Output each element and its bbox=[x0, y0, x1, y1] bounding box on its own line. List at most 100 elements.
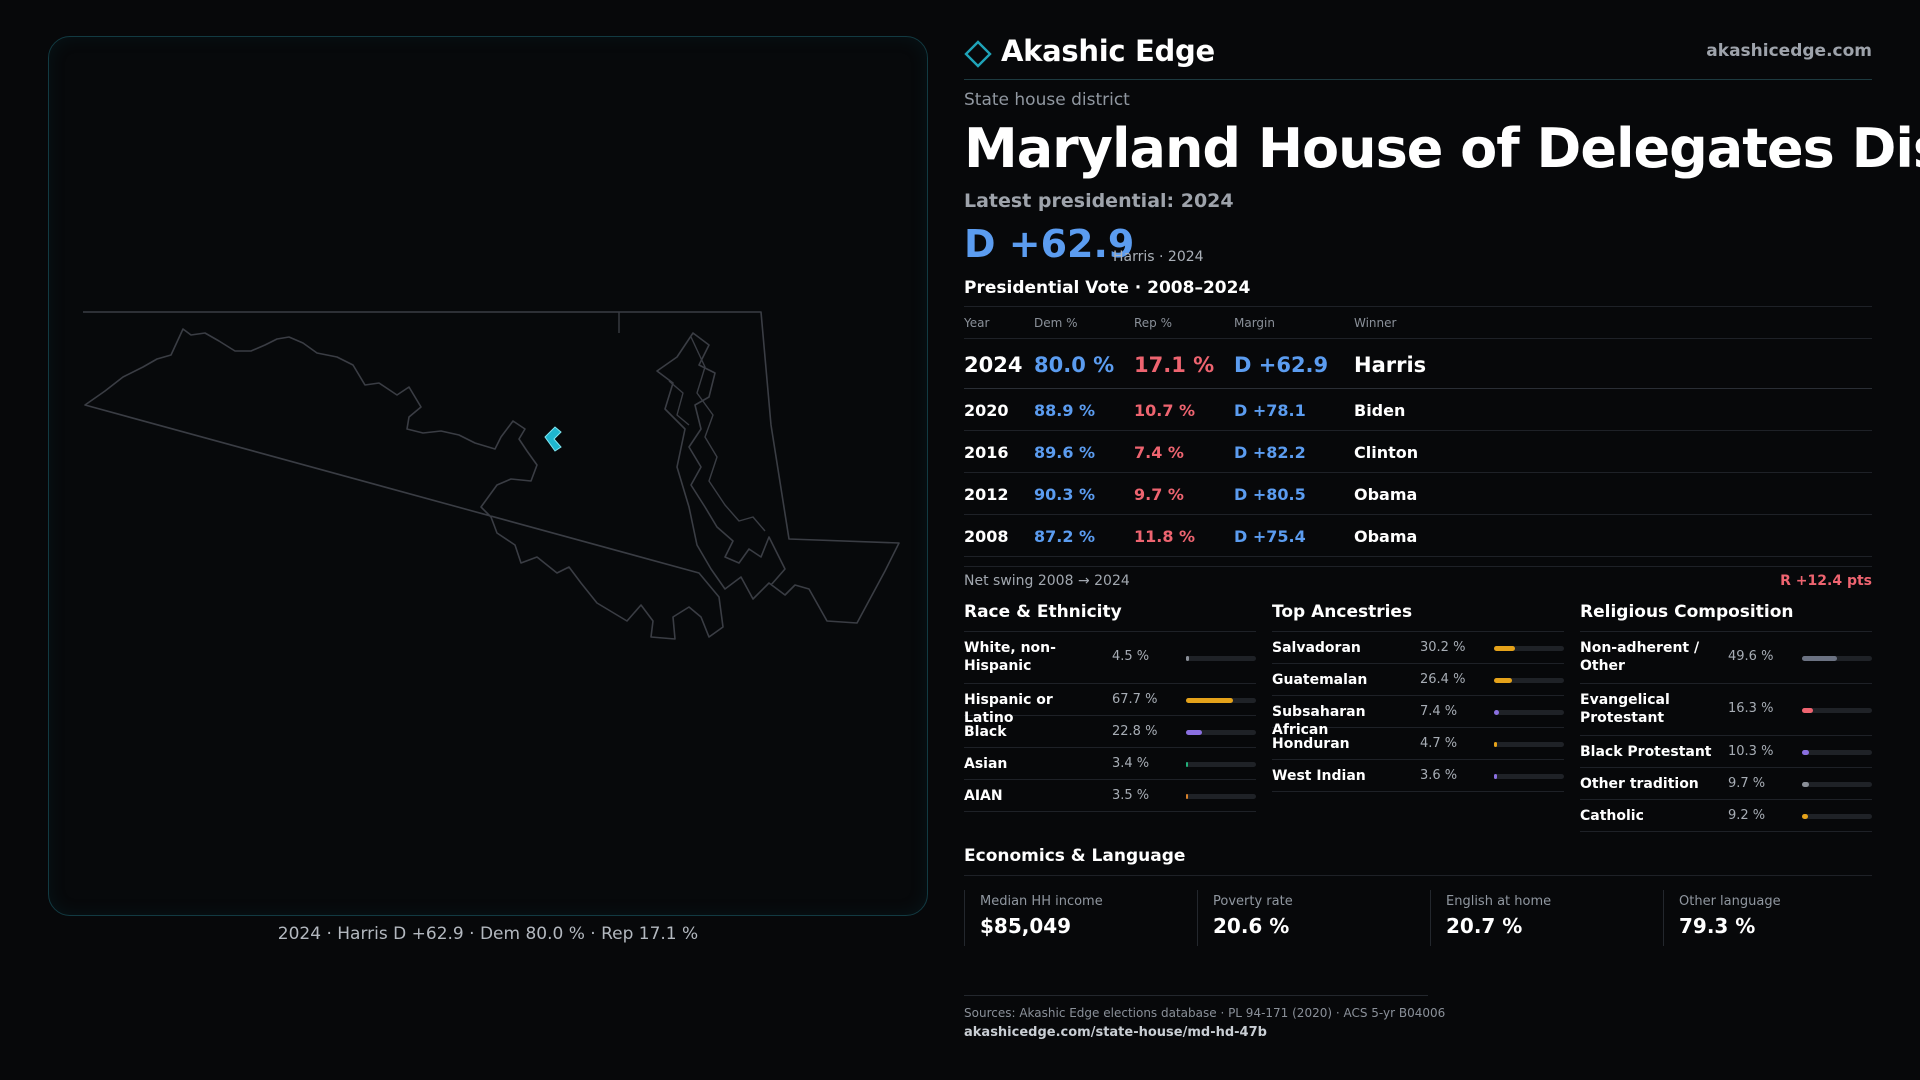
bar-fill bbox=[1186, 698, 1234, 703]
bar-track bbox=[1494, 646, 1564, 651]
row-winner: Obama bbox=[1354, 485, 1418, 504]
bar-track bbox=[1186, 762, 1256, 767]
row-rep: 11.8 % bbox=[1134, 527, 1196, 546]
bar-fill bbox=[1186, 794, 1189, 799]
item-label: Evangelical Protestant bbox=[1580, 692, 1670, 726]
swing-value: R +12.4 pts bbox=[1780, 573, 1872, 589]
item-value: 3.5 % bbox=[1112, 788, 1150, 803]
sources-url[interactable]: akashicedge.com/state-house/md-hd-47b bbox=[964, 1025, 1267, 1040]
bar-track bbox=[1802, 750, 1872, 755]
latest-presidential-label: Latest presidential: 2024 bbox=[964, 190, 1234, 212]
latest-margin: D +62.9 bbox=[964, 222, 1135, 266]
list-item: Black 22.8 % bbox=[964, 716, 1256, 748]
top-ancestries-section: Top Ancestries Salvadoran 30.2 % Guatema… bbox=[1272, 602, 1564, 792]
row-year: 2024 bbox=[964, 353, 1023, 377]
list-item: AIAN 3.5 % bbox=[964, 780, 1256, 812]
list-item: Catholic 9.2 % bbox=[1580, 800, 1872, 832]
row-margin: D +62.9 bbox=[1234, 353, 1329, 377]
state-map[interactable] bbox=[49, 37, 928, 916]
bar-fill bbox=[1186, 730, 1202, 735]
district-type: State house district bbox=[964, 90, 1130, 110]
economics-language-title: Economics & Language bbox=[964, 846, 1872, 876]
table-row: 2020 88.9 % 10.7 % D +78.1 Biden bbox=[964, 389, 1872, 431]
detail-panel: Akashic Edge akashicedge.com State house… bbox=[964, 0, 1920, 1080]
bar-track bbox=[1802, 782, 1872, 787]
row-dem: 88.9 % bbox=[1034, 401, 1096, 420]
table-row: 2012 90.3 % 9.7 % D +80.5 Obama bbox=[964, 473, 1872, 515]
row-rep: 9.7 % bbox=[1134, 485, 1184, 504]
header-rep: Rep % bbox=[1134, 316, 1173, 330]
brand-header: Akashic Edge akashicedge.com bbox=[964, 30, 1872, 80]
item-value: 4.7 % bbox=[1420, 736, 1458, 751]
item-value: 67.7 % bbox=[1112, 692, 1158, 707]
row-dem: 89.6 % bbox=[1034, 443, 1096, 462]
item-value: 49.6 % bbox=[1728, 649, 1774, 664]
brand-name[interactable]: Akashic Edge bbox=[1001, 34, 1215, 68]
map-panel[interactable] bbox=[48, 36, 928, 916]
bar-track bbox=[1494, 710, 1564, 715]
stat-value: $85,049 bbox=[980, 914, 1072, 938]
bar-track bbox=[1494, 742, 1564, 747]
row-dem: 87.2 % bbox=[1034, 527, 1096, 546]
bar-fill bbox=[1494, 710, 1500, 715]
latest-margin-sub: Harris · 2024 bbox=[1113, 249, 1204, 265]
row-margin: D +75.4 bbox=[1234, 527, 1306, 546]
item-value: 16.3 % bbox=[1728, 701, 1774, 716]
sources-footer: Sources: Akashic Edge elections database… bbox=[964, 995, 1445, 1040]
list-item: Salvadoran 30.2 % bbox=[1272, 632, 1564, 664]
list-item: White, non-Hispanic 4.5 % bbox=[964, 632, 1256, 684]
religious-composition-section: Religious Composition Non-adherent / Oth… bbox=[1580, 602, 1872, 832]
bar-track bbox=[1802, 814, 1872, 819]
bar-track bbox=[1802, 656, 1872, 661]
bar-fill bbox=[1186, 762, 1189, 767]
religious-composition-title: Religious Composition bbox=[1580, 602, 1872, 632]
item-label: Black Protestant bbox=[1580, 744, 1712, 760]
item-value: 7.4 % bbox=[1420, 704, 1458, 719]
item-value: 9.7 % bbox=[1728, 776, 1766, 791]
list-item: Guatemalan 26.4 % bbox=[1272, 664, 1564, 696]
list-item: Evangelical Protestant 16.3 % bbox=[1580, 684, 1872, 736]
bar-track bbox=[1494, 774, 1564, 779]
bar-fill bbox=[1186, 656, 1190, 661]
stat-value: 20.6 % bbox=[1213, 914, 1290, 938]
list-item: Black Protestant 10.3 % bbox=[1580, 736, 1872, 768]
item-label: Subsaharan African bbox=[1272, 704, 1366, 738]
list-item: West Indian 3.6 % bbox=[1272, 760, 1564, 792]
table-row: 2024 80.0 % 17.1 % D +62.9 Harris bbox=[964, 339, 1872, 389]
stat-card-poverty-rate: Poverty rate 20.6 % bbox=[1197, 890, 1424, 946]
row-rep: 7.4 % bbox=[1134, 443, 1184, 462]
brand-url[interactable]: akashicedge.com bbox=[1706, 41, 1872, 61]
table-row: 2008 87.2 % 11.8 % D +75.4 Obama bbox=[964, 515, 1872, 557]
economics-cards: Median HH income $85,049 Poverty rate 20… bbox=[964, 890, 1872, 946]
row-winner: Harris bbox=[1354, 353, 1427, 377]
bay-shoreline bbox=[618, 312, 766, 532]
bar-fill bbox=[1494, 678, 1513, 683]
item-label: Asian bbox=[964, 756, 1008, 772]
row-margin: D +80.5 bbox=[1234, 485, 1306, 504]
row-year: 2016 bbox=[964, 443, 1009, 462]
race-ethnicity-section: Race & Ethnicity White, non-Hispanic 4.5… bbox=[964, 602, 1256, 812]
district-marker[interactable] bbox=[544, 426, 562, 452]
stat-value: 79.3 % bbox=[1679, 914, 1756, 938]
item-label: AIAN bbox=[964, 788, 1003, 804]
item-label: White, non-Hispanic bbox=[964, 640, 1056, 674]
row-year: 2008 bbox=[964, 527, 1009, 546]
state-outline bbox=[83, 311, 900, 640]
header-year: Year bbox=[964, 316, 990, 330]
item-label: Guatemalan bbox=[1272, 672, 1368, 688]
diamond-outline-icon[interactable] bbox=[964, 40, 992, 68]
item-value: 22.8 % bbox=[1112, 724, 1158, 739]
bar-fill bbox=[1802, 782, 1809, 787]
bar-track bbox=[1186, 656, 1256, 661]
bar-fill bbox=[1802, 750, 1810, 755]
item-value: 30.2 % bbox=[1420, 640, 1466, 655]
table-row: 2016 89.6 % 7.4 % D +82.2 Clinton bbox=[964, 431, 1872, 473]
item-label: Salvadoran bbox=[1272, 640, 1361, 656]
list-item: Honduran 4.7 % bbox=[1272, 728, 1564, 760]
race-ethnicity-title: Race & Ethnicity bbox=[964, 602, 1256, 632]
row-year: 2012 bbox=[964, 485, 1009, 504]
item-value: 3.6 % bbox=[1420, 768, 1458, 783]
bar-track bbox=[1186, 730, 1256, 735]
row-winner: Clinton bbox=[1354, 443, 1419, 462]
bar-track bbox=[1802, 708, 1872, 713]
